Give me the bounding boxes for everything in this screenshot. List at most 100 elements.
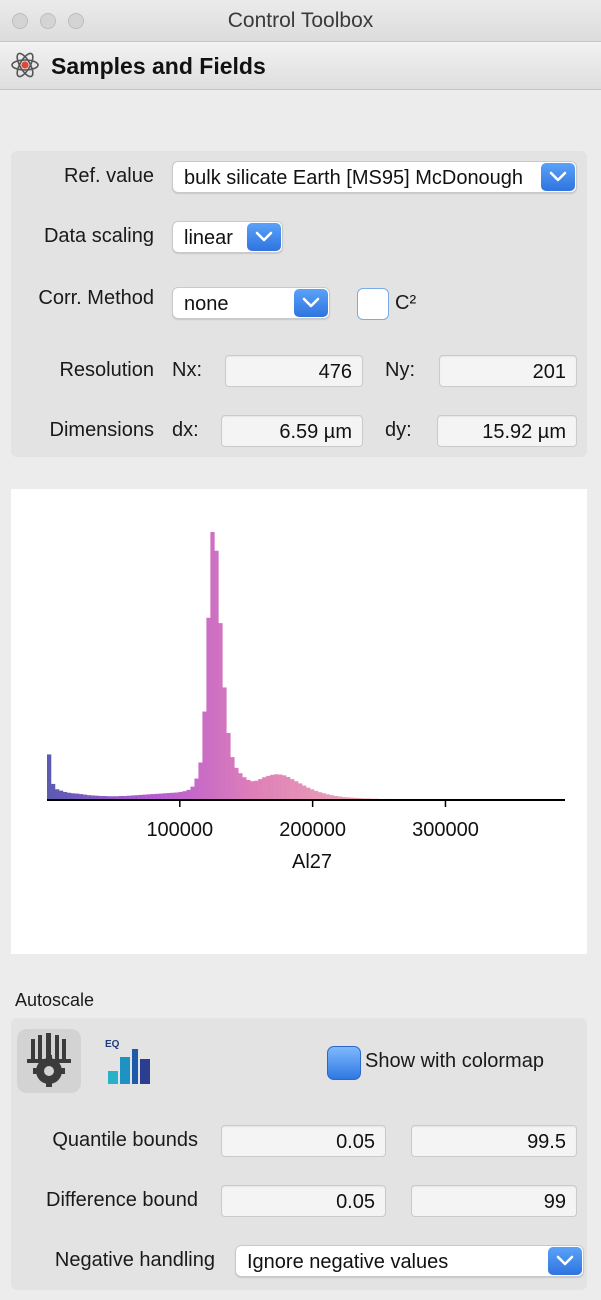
- histogram-bar: [254, 780, 259, 800]
- histogram-bar: [146, 794, 151, 800]
- histogram-bar: [278, 774, 283, 800]
- histogram-bar: [114, 796, 120, 800]
- quantile-high-value: 99.5: [527, 1131, 566, 1153]
- dy-label: dy:: [385, 419, 412, 441]
- histogram-bar: [341, 797, 347, 800]
- resolution-label: Resolution: [59, 359, 154, 381]
- histogram-bar: [302, 785, 307, 800]
- gear-autoscale-icon: [27, 1033, 71, 1087]
- autoscale-heading: Autoscale: [15, 990, 95, 1010]
- histogram-bar: [270, 774, 275, 800]
- histogram-bar: [353, 797, 359, 800]
- window-title: Control Toolbox: [227, 9, 374, 32]
- histogram-bar: [150, 794, 155, 800]
- dy-value: 15.92 µm: [482, 421, 566, 443]
- histogram-bar: [274, 774, 279, 800]
- zoom-window-button[interactable]: [68, 13, 84, 29]
- histogram-bar: [234, 767, 239, 800]
- histogram-bar: [74, 793, 80, 800]
- negative-handling-selected: Ignore negative values: [247, 1251, 449, 1273]
- nx-label: Nx:: [172, 359, 202, 381]
- histogram-bar: [262, 777, 267, 800]
- histogram-bar: [78, 794, 84, 800]
- histogram-bar: [98, 795, 104, 800]
- histogram-bar: [58, 790, 64, 800]
- close-window-button[interactable]: [12, 13, 28, 29]
- chevron-down-icon: [294, 289, 328, 317]
- nx-value: 476: [318, 361, 352, 383]
- histogram-bar: [218, 623, 223, 800]
- histogram-equalization-icon[interactable]: EQ: [103, 1037, 155, 1087]
- quantile-high-field[interactable]: 99.5: [411, 1125, 577, 1157]
- histogram-bar: [325, 794, 331, 800]
- nx-field[interactable]: 476: [225, 355, 363, 387]
- histogram-bar: [321, 793, 327, 800]
- dx-field[interactable]: 6.59 µm: [221, 415, 363, 447]
- histogram-bar: [47, 754, 52, 800]
- histogram-bar: [186, 789, 191, 800]
- histogram-bar: [134, 795, 139, 800]
- histogram-bar: [62, 791, 68, 800]
- dy-field[interactable]: 15.92 µm: [437, 415, 577, 447]
- difference-high-field[interactable]: 99: [411, 1185, 577, 1217]
- histogram-bar: [210, 532, 215, 800]
- histogram-bar: [50, 783, 56, 800]
- histogram-bar: [182, 791, 187, 800]
- show-colormap-checkbox[interactable]: [327, 1046, 361, 1080]
- x-tick-label: 200000: [279, 819, 346, 841]
- ref-value-label: Ref. value: [63, 165, 154, 187]
- histogram-bar: [174, 792, 179, 800]
- histogram-bar: [166, 793, 171, 800]
- ref-value-select[interactable]: bulk silicate Earth [MS95] McDonough: [172, 161, 577, 193]
- histogram-bar: [142, 794, 147, 800]
- histogram-bar: [106, 796, 112, 800]
- histogram-bar: [54, 789, 60, 800]
- histogram-bar: [349, 797, 355, 800]
- histogram-chart[interactable]: 100000 200000 300000 Al27: [11, 489, 587, 954]
- histogram-bar: [226, 733, 231, 800]
- histogram-bar: [282, 775, 287, 800]
- histogram-bar: [118, 795, 123, 800]
- chevron-down-icon: [247, 223, 281, 251]
- difference-low-field[interactable]: 0.05: [221, 1185, 386, 1217]
- histogram-bar: [110, 796, 116, 800]
- data-scaling-select[interactable]: linear: [172, 221, 283, 253]
- corr-method-select[interactable]: none: [172, 287, 330, 319]
- show-colormap-label: Show with colormap: [365, 1050, 544, 1072]
- atom-icon: [11, 52, 39, 78]
- histogram-bar: [214, 550, 219, 800]
- histogram-bar: [286, 776, 291, 800]
- histogram-bar: [222, 687, 227, 800]
- c2-checkbox-label: C²: [395, 292, 417, 314]
- histogram-bar: [206, 617, 211, 800]
- histogram-bar: [202, 711, 207, 800]
- histogram-bar: [178, 791, 183, 800]
- histogram-bar: [306, 787, 311, 800]
- histogram-bar: [246, 779, 251, 800]
- histogram-bar: [313, 790, 319, 800]
- histogram-bar: [294, 781, 299, 800]
- histogram-bar: [309, 789, 315, 800]
- histogram-bar: [138, 794, 143, 800]
- ny-field[interactable]: 201: [439, 355, 577, 387]
- x-tick-label: 100000: [146, 819, 213, 841]
- section-header[interactable]: Samples and Fields: [0, 42, 601, 90]
- c2-checkbox[interactable]: [357, 288, 389, 320]
- histogram-bar: [250, 781, 255, 800]
- chevron-down-icon: [548, 1247, 582, 1275]
- histogram-bar: [238, 773, 243, 800]
- quantile-low-value: 0.05: [336, 1131, 375, 1153]
- difference-high-value: 99: [543, 1191, 566, 1213]
- histogram-svg: 100000 200000 300000 Al27: [47, 532, 566, 873]
- autoscale-tool-button[interactable]: [17, 1029, 81, 1093]
- histogram-bar: [329, 795, 335, 800]
- minimize-window-button[interactable]: [40, 13, 56, 29]
- quantile-low-field[interactable]: 0.05: [221, 1125, 386, 1157]
- histogram-bar: [190, 786, 195, 800]
- histogram-bar: [66, 792, 72, 800]
- chevron-down-icon: [541, 163, 575, 191]
- negative-handling-select[interactable]: Ignore negative values: [235, 1245, 584, 1277]
- histogram-bar: [345, 797, 351, 800]
- histogram-bar: [230, 757, 235, 800]
- ref-value-selected: bulk silicate Earth [MS95] McDonough: [184, 167, 524, 189]
